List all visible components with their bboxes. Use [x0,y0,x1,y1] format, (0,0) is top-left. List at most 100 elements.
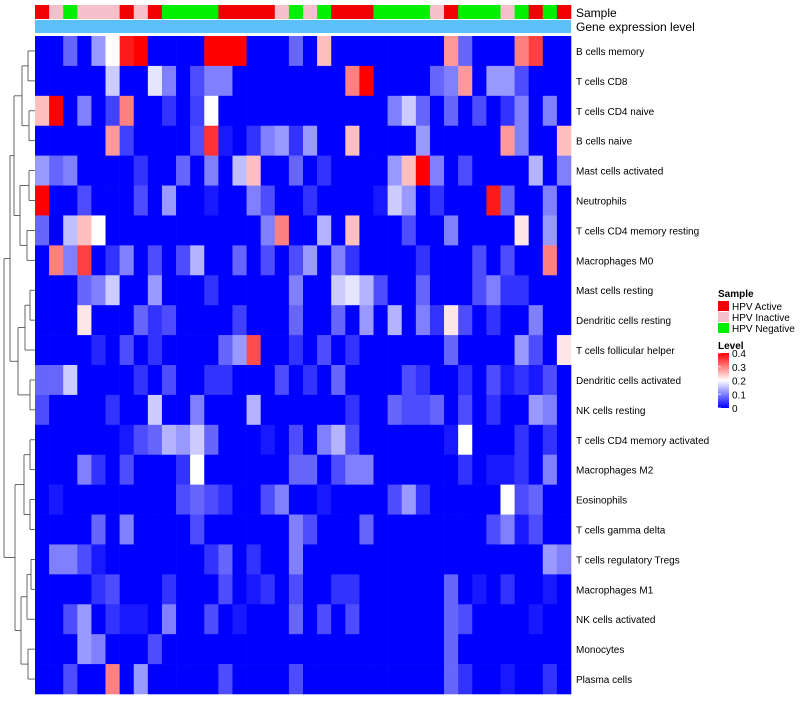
heatmap-cell [444,65,459,97]
heatmap-cell [359,394,374,426]
sample-cell [556,5,572,19]
heatmap-cell [556,215,572,246]
heatmap-cell [401,484,417,515]
heatmap-cell [176,365,191,396]
heatmap-cell [528,664,544,695]
heatmap-cell [63,245,78,276]
heatmap-cell [373,36,388,67]
heatmap-cell [331,95,346,127]
heatmap-cell [147,36,163,67]
heatmap-cell [556,65,572,97]
heatmap-cell [303,65,318,97]
heatmap-cell [317,215,332,246]
heatmap-cell [415,544,431,575]
heatmap-cell [415,275,431,306]
heatmap-cell [218,544,233,575]
heatmap-cell [190,95,205,127]
heatmap-cell [232,574,247,605]
heatmap-cell [542,245,558,276]
heatmap-cell [63,65,78,97]
heatmap-cell [246,36,261,67]
heatmap-cell [161,36,177,67]
heatmap-cell [147,424,163,456]
heatmap-cell [133,215,149,246]
heatmap-cell [260,544,276,575]
heatmap-cell [429,215,445,246]
heatmap-cell [542,544,558,575]
heatmap-cell [274,484,290,515]
heatmap-cell [161,424,177,456]
heatmap-cell [274,36,290,67]
sample-cell [176,5,191,19]
heatmap-cell [472,394,487,426]
heatmap-cell [133,185,149,216]
heatmap-cell [556,36,572,67]
heatmap-cell [331,664,346,695]
heatmap-cell [458,36,473,67]
heatmap-cell [176,155,191,186]
heatmap-cell [359,275,374,306]
heatmap-cell [77,185,92,216]
heatmap-cell [133,365,149,396]
heatmap-cell [401,245,417,276]
sample-cell [500,5,515,19]
row-label: Neutrophils [576,197,627,208]
heatmap-cell [331,365,346,396]
heatmap-cell [359,95,374,127]
heatmap-cell [514,454,529,485]
legend-swatch [718,312,729,322]
heatmap-cell [218,454,233,485]
heatmap-cell [444,215,459,246]
heatmap-cell [105,125,120,156]
legend-level-scale: 0.4 0.3 0.2 0.1 0 [718,349,746,415]
sample-cell [472,5,487,19]
heatmap-cell [528,454,544,485]
heatmap-cell [387,394,403,426]
heatmap-cell [190,544,205,575]
heatmap-cell [274,664,290,695]
heatmap-cell [204,245,219,276]
heatmap-cell [133,335,149,366]
heatmap-cell [105,424,120,456]
heatmap-cell [415,245,431,276]
heatmap-cell [514,275,529,306]
expression-bar [35,20,571,33]
heatmap-cell [232,245,247,276]
heatmap-cell [542,365,558,396]
heatmap-cell [246,245,261,276]
expression-annotation-row [35,20,571,33]
heatmap-cell [204,95,219,127]
heatmap-cell [260,664,276,695]
heatmap-cell [415,155,431,186]
heatmap-cell [133,484,149,515]
heatmap-cell [373,484,388,515]
heatmap-cell [63,454,78,485]
heatmap-cell [415,634,431,665]
heatmap-cell [387,634,403,665]
heatmap-cell [232,36,247,67]
heatmap-cell [91,424,106,456]
heatmap-cell [458,424,473,456]
heatmap-cell [105,365,120,396]
heatmap-cell [133,275,149,306]
heatmap-cell [260,245,276,276]
heatmap-cell [458,484,473,515]
heatmap-cell [514,394,529,426]
heatmap-cell [444,634,459,665]
heatmap-cell [288,185,304,216]
heatmap-cell [345,604,360,635]
heatmap-cell [486,514,501,545]
heatmap-cell [486,544,501,575]
heatmap-cell [303,275,318,306]
heatmap-cell [317,574,332,605]
heatmap-cell [133,394,149,426]
heatmap-cell [331,394,346,426]
heatmap-cell [161,484,177,515]
heatmap-cell [218,65,233,97]
heatmap-cell [429,574,445,605]
heatmap-cell [105,335,120,366]
heatmap-cell [401,155,417,186]
heatmap-cell [303,155,318,186]
heatmap-cell [429,155,445,186]
heatmap-cell [514,36,529,67]
